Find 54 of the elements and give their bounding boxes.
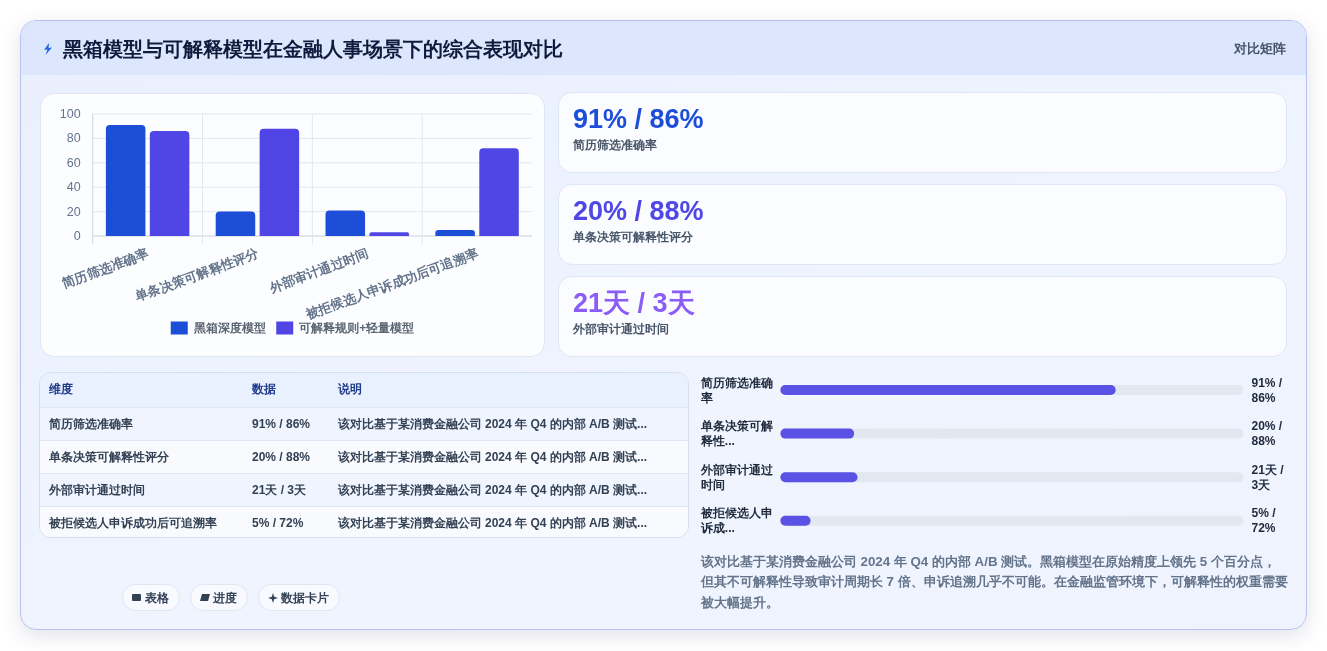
legend-label: 可解释规则+轻量模型 xyxy=(298,321,415,335)
text: 21天 / 3天 xyxy=(1251,462,1285,493)
text: 进度 xyxy=(213,590,237,605)
text: 该对比基于某消费金融公司 2024 年 Q4 的内部 A/B 测试... xyxy=(337,482,648,497)
y-tick-label: 60 xyxy=(66,155,81,170)
bar xyxy=(780,515,811,526)
bar xyxy=(435,229,475,236)
bar xyxy=(259,128,300,236)
text: 该对比基于某消费金融公司 2024 年 Q4 的内部 A/B 测试... xyxy=(337,416,648,431)
y-tick-label: 外部审计通过时间 xyxy=(700,462,774,493)
bar xyxy=(369,232,409,236)
bar xyxy=(215,211,256,236)
text: 被拒候选人申诉成功后可追溯率 xyxy=(49,515,217,530)
text: 单条决策可解释性评分 xyxy=(49,449,169,464)
text: 5% / 72% xyxy=(252,515,304,530)
y-tick-label: 100 xyxy=(59,107,81,121)
text: 91% / 86% xyxy=(1251,375,1284,406)
bar xyxy=(479,148,519,236)
text: 表格 xyxy=(145,590,169,605)
bar xyxy=(780,428,855,439)
category-label: 说明 xyxy=(337,381,362,398)
legend-label: 黑箱深度模型 xyxy=(192,321,266,335)
y-tick-label: 80 xyxy=(66,131,81,146)
text: 5% / 72% xyxy=(1251,506,1277,537)
y-tick-label: 单条决策可解释性... xyxy=(700,419,774,450)
y-tick-label: 20 xyxy=(66,204,81,219)
bar xyxy=(105,124,146,236)
y-tick-label: 简历筛选准确率 xyxy=(700,375,774,406)
text: 对比矩阵 xyxy=(1234,39,1286,58)
category-label: 维度 xyxy=(49,381,73,398)
category-label: 数据 xyxy=(252,381,276,398)
category-label: 单条决策可解释性评分 xyxy=(573,230,693,245)
text: 该对比基于某消费金融公司 2024 年 Q4 的内部 A/B 测试... xyxy=(337,449,648,464)
text: 91% / 86% xyxy=(573,104,704,134)
text: 该对比基于某消费金融公司 2024 年 Q4 的内部 A/B 测试。黑箱模型在原始精度上领先 5 个百分点，但其不可解释性导致审计周期长 7 倍、申诉追溯几乎不可能。在金融监管环境下，可解释性的权重需要被大幅提升。 xyxy=(700,552,1288,612)
y-tick-label: 40 xyxy=(66,180,81,195)
category-label: 外部审计通过时间 xyxy=(573,322,669,337)
text: 数据卡片 xyxy=(281,590,329,605)
text: 该对比基于某消费金融公司 2024 年 Q4 的内部 A/B 测试... xyxy=(337,515,648,530)
text: 21天 / 3天 xyxy=(573,288,695,318)
y-tick-label: 被拒候选人申诉成... xyxy=(700,506,774,537)
text: 外部审计通过时间 xyxy=(49,482,145,497)
bar xyxy=(149,131,190,236)
text: 20% / 88% xyxy=(573,196,704,226)
bar xyxy=(325,210,366,236)
y-tick-label: 0 xyxy=(73,229,81,243)
text: 黑箱模型与可解释模型在金融人事场景下的综合表现对比 xyxy=(63,37,563,62)
text: 21天 / 3天 xyxy=(252,482,307,497)
text: 91% / 86% xyxy=(252,416,311,431)
bar xyxy=(780,472,858,483)
text: 20% / 88% xyxy=(1251,419,1284,450)
text: 简历筛选准确率 xyxy=(49,416,133,431)
text: 20% / 88% xyxy=(252,449,311,464)
category-label: 简历筛选准确率 xyxy=(573,138,657,153)
